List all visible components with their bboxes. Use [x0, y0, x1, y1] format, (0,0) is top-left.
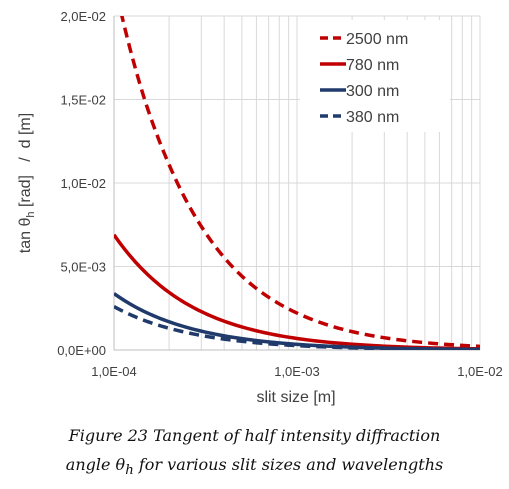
chart: 0,0E+00 5,0E-03 1,0E-02 1,5E-02 2,0E-02 1,0E-…	[17, 9, 503, 406]
x-tick-label: 1,0E-04	[91, 364, 137, 379]
legend-label: 300 nm	[346, 83, 399, 100]
y-tick-label: 1,5E-02	[60, 93, 106, 108]
x-tick-label: 1,0E-03	[274, 364, 320, 379]
figure-caption-line2: angle θh for various slit sizes and wave…	[0, 455, 509, 478]
figure-caption-line1: Figure 23 Tangent of half intensity diff…	[68, 426, 441, 445]
series-line	[120, 16, 480, 349]
series-lines	[114, 16, 480, 350]
caption-text-pre: angle	[65, 455, 116, 474]
y-axis-title-rest: [rad] / d [m]	[17, 113, 34, 212]
y-tick-label: 5,0E-03	[60, 260, 106, 275]
y-tick-label: 0,0E+00	[57, 343, 106, 358]
legend-label: 380 nm	[346, 109, 399, 126]
y-tick-label: 2,0E-02	[60, 9, 106, 24]
y-axis-title: tan θh [rad] / d [m]	[17, 113, 37, 253]
caption-text-post: for various slit sizes and wavelengths	[133, 455, 444, 474]
x-axis-title: slit size [m]	[256, 389, 335, 406]
x-tick-label: 1,0E-02	[457, 364, 503, 379]
caption-theta: θ	[115, 455, 126, 474]
y-axis-title-main: tan θ	[17, 218, 34, 254]
caption-theta-sub: h	[125, 463, 134, 479]
y-axis-title-sub: h	[25, 211, 37, 217]
legend: 2500 nm 780 nm 300 nm 380 nm	[300, 20, 450, 132]
y-tick-label: 1,0E-02	[60, 176, 106, 191]
legend-label: 2500 nm	[346, 31, 408, 48]
series-line	[114, 305, 480, 350]
legend-label: 780 nm	[346, 57, 399, 74]
tick-labels: 0,0E+00 5,0E-03 1,0E-02 1,5E-02 2,0E-02 1,0E-…	[57, 9, 503, 379]
